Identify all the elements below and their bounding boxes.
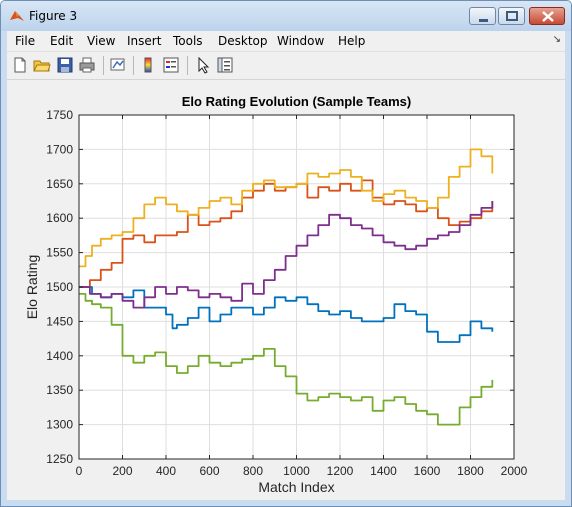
y-tick-label: 1450 (46, 314, 73, 328)
y-tick-label: 1350 (46, 383, 73, 397)
x-tick-label: 1400 (370, 464, 397, 478)
x-tick-label: 1000 (283, 464, 310, 478)
series-line-3 (79, 148, 494, 268)
minimize-button[interactable] (469, 7, 496, 25)
link-plot-icon[interactable] (109, 56, 127, 74)
colorbar-icon[interactable] (139, 56, 157, 74)
new-figure-icon[interactable] (11, 56, 29, 74)
toolbar-separator (133, 56, 134, 75)
open-file-icon[interactable] (33, 56, 51, 74)
x-tick-label: 0 (76, 464, 83, 478)
x-tick-label: 1800 (457, 464, 484, 478)
y-tick-label: 1250 (46, 452, 73, 466)
title-bar[interactable]: Figure 3 (1, 1, 571, 31)
figure-canvas: 0 200 400 600 800 1000 1200 1400 1600 1800 2000 125… (7, 80, 565, 500)
matlab-logo-icon (10, 11, 24, 21)
y-tick-label: 1550 (46, 246, 73, 260)
close-button[interactable] (529, 7, 565, 25)
y-tick-label: 1500 (46, 280, 73, 294)
y-tick-label: 1650 (46, 177, 73, 191)
series-line-4 (79, 201, 494, 309)
y-tick-label: 1600 (46, 211, 73, 225)
x-tick-label: 600 (199, 464, 219, 478)
menu-file[interactable]: File (15, 34, 36, 48)
menu-window[interactable]: Window (277, 34, 325, 48)
y-tick-label: 1700 (46, 142, 73, 156)
x-tick-label: 1200 (327, 464, 354, 478)
line-chart[interactable]: 0 200 400 600 800 1000 1200 1400 1600 1800 2000 125… (7, 80, 565, 500)
dock-arrow-icon[interactable]: ↘ (552, 34, 561, 45)
maximize-icon (506, 11, 518, 21)
property-inspector-icon[interactable] (216, 56, 234, 74)
pointer-icon[interactable] (194, 56, 212, 74)
print-icon[interactable] (78, 56, 96, 74)
x-axis-label: Match Index (258, 479, 334, 495)
menu-insert[interactable]: Insert (127, 34, 162, 48)
menu-bar: File Edit View Insert Tools Desktop Wind… (7, 31, 565, 52)
menu-edit[interactable]: Edit (50, 34, 74, 48)
save-icon[interactable] (56, 56, 74, 74)
figure-toolbar (7, 52, 565, 80)
chart-title: Elo Rating Evolution (Sample Teams) (182, 94, 411, 109)
close-icon (542, 11, 554, 22)
legend-icon[interactable] (162, 56, 180, 74)
y-tick-label: 1750 (46, 108, 73, 122)
y-tick-label: 1400 (46, 349, 73, 363)
toolbar-separator (103, 56, 104, 75)
series-line-5 (79, 293, 494, 426)
x-tick-label: 1600 (414, 464, 441, 478)
x-tick-label: 200 (112, 464, 132, 478)
minimize-icon (479, 19, 488, 22)
x-tick-label: 400 (156, 464, 176, 478)
maximize-button[interactable] (498, 7, 525, 25)
menu-view[interactable]: View (87, 34, 116, 48)
y-tick-label: 1300 (46, 418, 73, 432)
window-title: Figure 3 (29, 9, 78, 23)
x-tick-label: 2000 (501, 464, 528, 478)
menu-tools[interactable]: Tools (173, 34, 203, 48)
toolbar-separator (187, 56, 188, 75)
x-tick-label: 800 (243, 464, 263, 478)
menu-desktop[interactable]: Desktop (218, 34, 268, 48)
menu-help[interactable]: Help (338, 34, 366, 48)
y-axis-label: Elo Rating (24, 255, 40, 320)
